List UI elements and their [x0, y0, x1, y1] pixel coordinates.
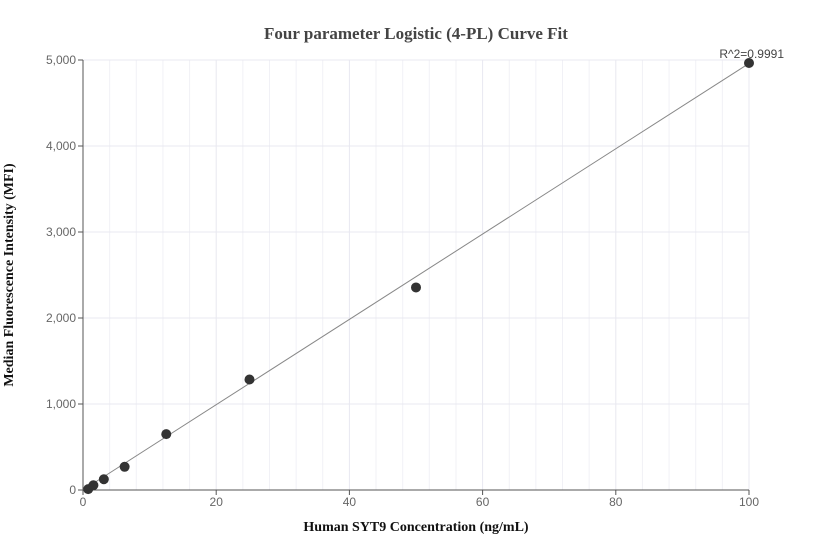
- x-axis-label: Human SYT9 Concentration (ng/mL): [303, 520, 529, 535]
- data-point: [411, 282, 421, 293]
- x-tick-label: 100: [739, 495, 759, 509]
- x-tick-label: 20: [210, 495, 224, 509]
- y-tick-label: 4,000: [46, 139, 76, 153]
- y-tick-labels: 0 1,000 2,000 3,000 4,000 5,000: [46, 53, 76, 497]
- data-point: [98, 474, 109, 485]
- x-tick-label: 40: [343, 495, 357, 509]
- r-squared-annotation: R^2=0.9991: [719, 47, 784, 61]
- data-point: [244, 374, 255, 385]
- axes: [78, 59, 750, 495]
- fit-line: [82, 63, 750, 491]
- x-tick-labels: 0 20 40 60 80 100: [80, 495, 760, 509]
- data-point: [119, 461, 130, 472]
- x-tick-label: 60: [476, 495, 490, 509]
- x-tick-label: 80: [609, 495, 623, 509]
- y-tick-label: 5,000: [46, 53, 76, 67]
- data-point: [744, 58, 754, 69]
- data-point: [88, 480, 99, 491]
- fit-line-group: [82, 63, 750, 491]
- y-tick-label: 1,000: [46, 397, 76, 411]
- x-tick-label: 0: [80, 495, 87, 509]
- y-tick-label: 3,000: [46, 225, 76, 239]
- data-points: [83, 58, 754, 495]
- minor-gridlines: [109, 60, 723, 490]
- data-point: [161, 429, 172, 440]
- y-tick-label: 0: [69, 483, 76, 497]
- y-tick-label: 2,000: [46, 311, 76, 325]
- chart-title: Four parameter Logistic (4-PL) Curve Fit: [264, 24, 568, 43]
- y-axis-label: Median Fluorescence Intensity (MFI): [2, 163, 17, 387]
